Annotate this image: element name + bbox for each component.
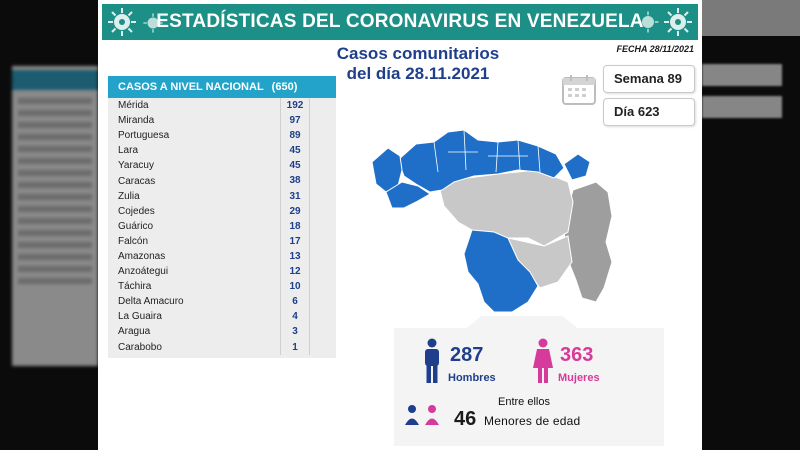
men-label: Hombres	[448, 372, 496, 384]
table-header: CASOS A NIVEL NACIONAL (650)	[108, 76, 336, 98]
map-region-andes-blue	[385, 181, 431, 209]
state-name: Mérida	[118, 100, 149, 112]
table-row: Mérida 192	[108, 98, 336, 114]
case-count: 29	[280, 203, 310, 219]
state-name: Falcón	[118, 235, 149, 247]
table-body: Mérida 192 Miranda 97 Portuguesa 89 Lara 45 Yara…	[108, 98, 336, 355]
map-region-east-gray	[563, 181, 613, 303]
state-name: Carabobo	[118, 341, 162, 353]
women-label: Mujeres	[558, 372, 600, 384]
table-row: Carabobo 1	[108, 339, 336, 355]
men-count: 287	[450, 344, 484, 366]
case-count: 6	[280, 294, 310, 310]
between-label: Entre ellos	[498, 396, 550, 408]
table-row: Guárico 18	[108, 218, 336, 234]
subtitle-line-2: del día 28.11.2021	[346, 64, 490, 83]
case-count: 13	[280, 248, 310, 265]
virus-icon	[108, 8, 136, 36]
week-badge: Semana 89	[603, 65, 695, 93]
table-row: Amazonas 13	[108, 248, 336, 265]
table-title: CASOS A NIVEL NACIONAL	[118, 81, 264, 93]
table-row: Táchira 10	[108, 279, 336, 295]
case-count: 89	[280, 128, 310, 144]
case-count: 17	[280, 233, 310, 249]
case-count: 10	[280, 279, 310, 295]
table-row: Falcón 17	[108, 233, 336, 249]
cases-table: CASOS A NIVEL NACIONAL (650) Mérida 192 Mi…	[108, 76, 336, 358]
state-name: Cojedes	[118, 205, 155, 217]
table-row: Lara 45	[108, 143, 336, 159]
table-row: Miranda 97	[108, 113, 336, 129]
table-row: Caracas 38	[108, 173, 336, 189]
header-banner: ESTADÍSTICAS DEL CORONAVIRUS EN VENEZUEL…	[102, 4, 698, 40]
map-region-north-blue	[397, 129, 565, 193]
case-count: 38	[280, 173, 310, 189]
case-count: 45	[280, 143, 310, 159]
virus-icon	[664, 8, 692, 36]
virus-icon	[637, 11, 659, 33]
state-name: Amazonas	[118, 250, 166, 262]
state-name: Caracas	[118, 175, 156, 187]
man-icon	[405, 405, 419, 425]
subtitle: Casos comunitarios del día 28.11.2021	[298, 44, 538, 84]
case-count: 1	[280, 339, 310, 355]
woman-icon	[533, 338, 553, 383]
page-title: ESTADÍSTICAS DEL CORONAVIRUS EN VENEZUEL…	[156, 11, 644, 32]
minors-label: Menores de edad	[484, 414, 581, 428]
state-name: Táchira	[118, 281, 152, 293]
table-row: Cojedes 29	[108, 203, 336, 219]
state-name: Yaracuy	[118, 160, 154, 172]
background-right-blurred	[702, 0, 800, 450]
woman-icon	[425, 405, 439, 425]
state-name: Guárico	[118, 220, 154, 232]
map-region-zulia-blue	[371, 147, 403, 193]
background-left-blurred	[0, 0, 98, 450]
day-badge: Día 623	[603, 98, 695, 126]
gender-stats-panel	[394, 316, 664, 446]
case-count: 12	[280, 264, 310, 280]
case-count: 18	[280, 218, 310, 234]
map-region-delta-blue	[563, 153, 591, 181]
date-label: FECHA 28/11/2021	[616, 44, 694, 54]
case-count: 3	[280, 324, 310, 340]
case-count: 4	[280, 309, 310, 325]
state-name: Zulia	[118, 190, 140, 202]
state-name: Aragua	[118, 326, 151, 338]
case-count: 45	[280, 158, 310, 174]
map-region-center-gray	[437, 169, 574, 247]
state-name: Lara	[118, 145, 139, 157]
table-row: Yaracuy 45	[108, 158, 336, 174]
background-table-blur	[12, 66, 98, 366]
state-name: Miranda	[118, 115, 155, 127]
case-count: 192	[280, 98, 310, 114]
venezuela-map	[371, 129, 613, 313]
case-count: 97	[280, 113, 310, 129]
table-row: La Guaira 4	[108, 309, 336, 325]
table-total: (650)	[271, 81, 298, 93]
subtitle-line-1: Casos comunitarios	[336, 44, 500, 63]
state-name: Anzoátegui	[118, 266, 169, 278]
calendar-icon	[562, 75, 596, 105]
man-icon	[425, 338, 439, 383]
table-row: Aragua 3	[108, 324, 336, 340]
table-row: Portuguesa 89	[108, 128, 336, 144]
table-row: Zulia 31	[108, 188, 336, 204]
table-row: Anzoátegui 12	[108, 264, 336, 280]
virus-icon	[143, 13, 163, 33]
state-name: Delta Amacuro	[118, 296, 184, 308]
minors-count: 46	[454, 408, 477, 430]
infographic-card: ESTADÍSTICAS DEL CORONAVIRUS EN VENEZUEL…	[98, 0, 702, 450]
state-name: Portuguesa	[118, 130, 170, 142]
map-region-amazonas-blue	[463, 229, 539, 313]
women-count: 363	[560, 344, 594, 366]
state-name: La Guaira	[118, 311, 162, 323]
table-row: Delta Amacuro 6	[108, 294, 336, 310]
case-count: 31	[280, 188, 310, 204]
